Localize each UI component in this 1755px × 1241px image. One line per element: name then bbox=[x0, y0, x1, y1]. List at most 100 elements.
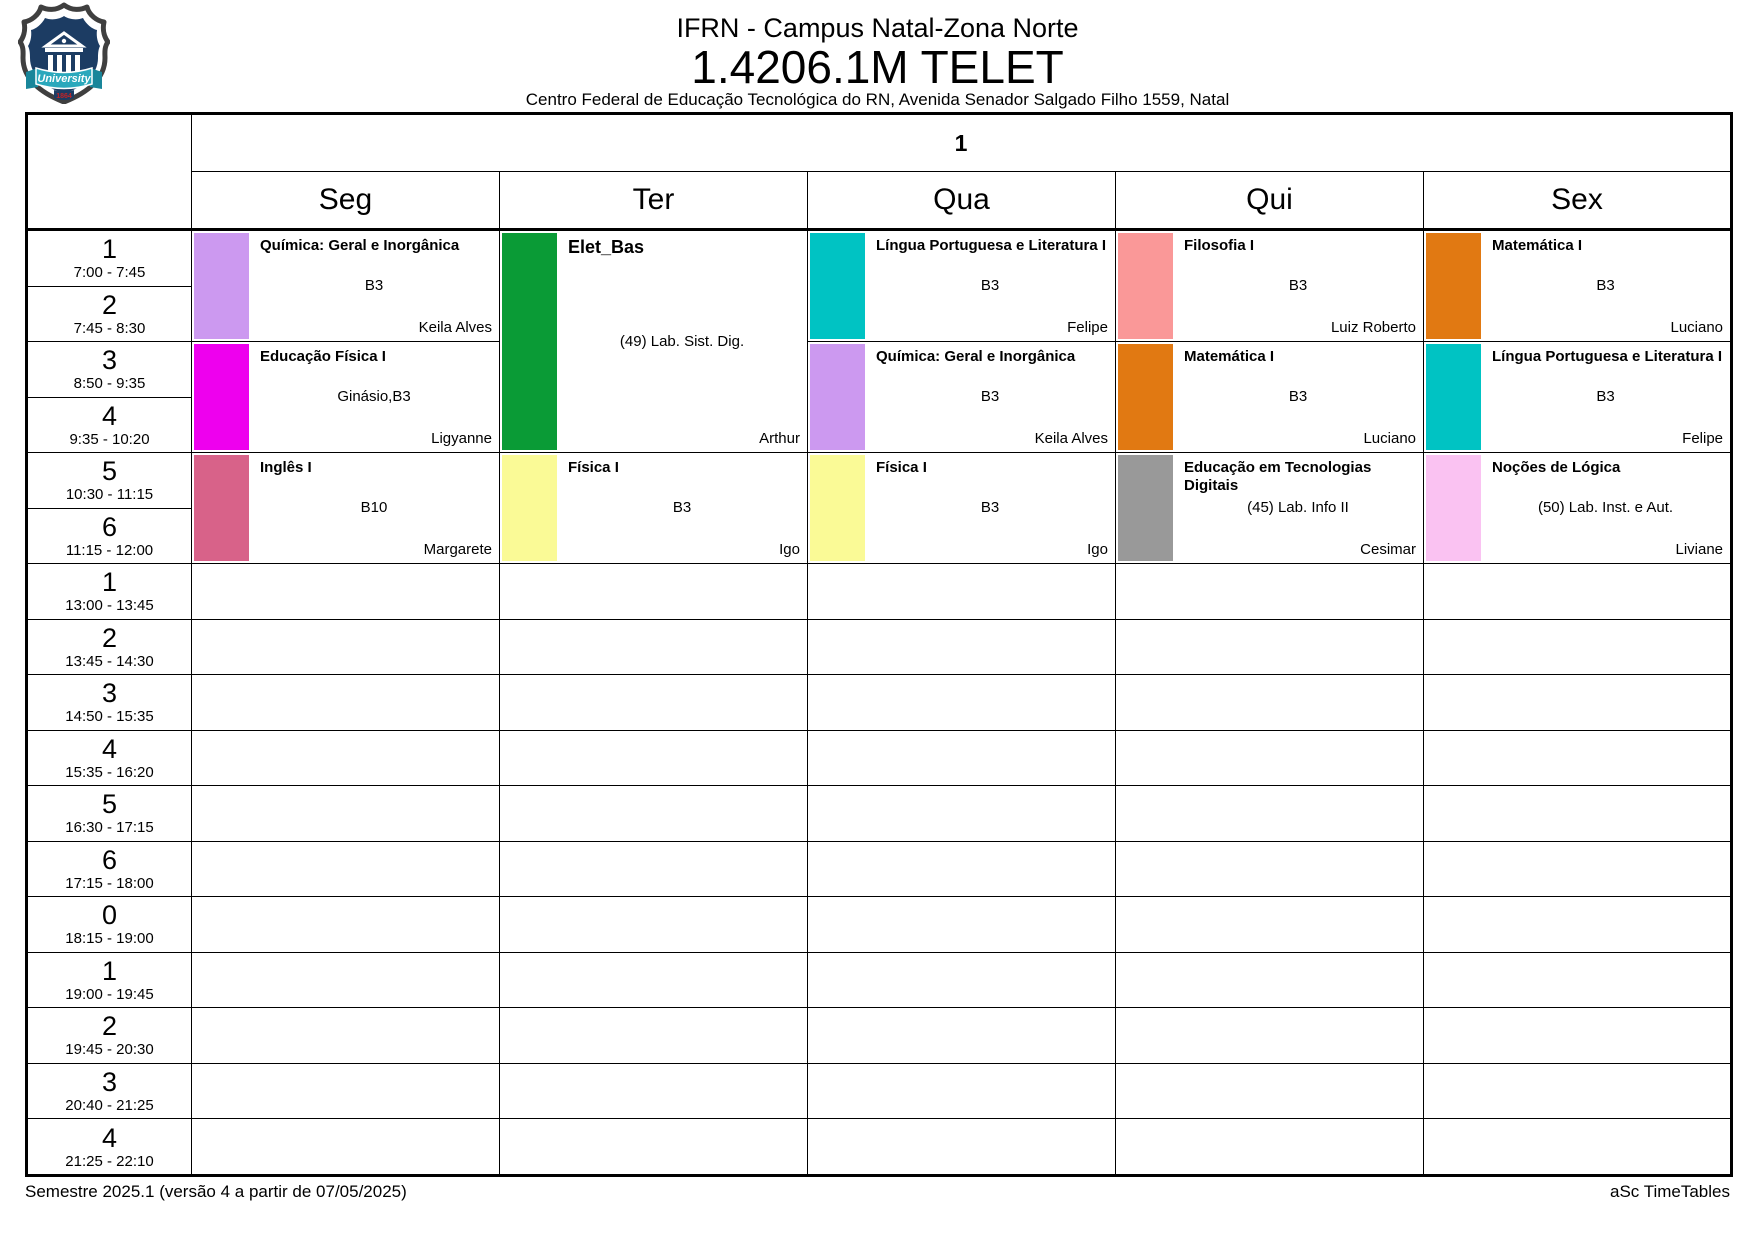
empty-slot-cell bbox=[807, 840, 1116, 898]
lesson-color-bar bbox=[194, 233, 249, 340]
lesson-room: B10 bbox=[360, 499, 388, 517]
period-cell: 0 18:15 - 19:00 bbox=[26, 896, 192, 953]
ribbon-banner: University 1864 bbox=[26, 66, 102, 100]
lesson-room: B3 bbox=[1596, 277, 1615, 295]
empty-slot-cell bbox=[499, 1007, 808, 1064]
empty-slot-cell bbox=[499, 618, 808, 676]
lesson-room: B3 bbox=[1596, 388, 1615, 406]
corner-cell bbox=[26, 113, 192, 231]
period-time: 11:15 - 12:00 bbox=[65, 541, 154, 559]
period-cell: 6 17:15 - 18:00 bbox=[26, 840, 192, 898]
period-time: 8:50 - 9:35 bbox=[73, 375, 146, 393]
lesson-cell: Física I B3 Igo bbox=[499, 452, 808, 565]
empty-slot-cell bbox=[807, 1007, 1116, 1064]
period-row: 2 7:45 - 8:30 bbox=[26, 285, 1732, 343]
campus-title: IFRN - Campus Natal-Zona Norte bbox=[676, 13, 1079, 43]
empty-slot-cell bbox=[499, 896, 808, 953]
address-line: Centro Federal de Educação Tecnológica d… bbox=[525, 90, 1230, 109]
period-row: 6 11:15 - 12:00 bbox=[26, 507, 1732, 565]
lesson-color-bar bbox=[1426, 455, 1481, 562]
lesson-teacher: Luciano bbox=[1363, 430, 1416, 448]
lesson-teacher: Ligyanne bbox=[431, 430, 492, 448]
empty-slot-cell bbox=[1422, 618, 1733, 676]
lesson-teacher: Keila Alves bbox=[418, 319, 492, 337]
period-row: 5 10:30 - 11:15 Inglês I B10 Margarete Física… bbox=[26, 452, 1733, 565]
lesson-subject: Matemática I bbox=[1184, 348, 1275, 366]
period-number: 5 bbox=[101, 456, 118, 487]
period-time: 17:15 - 18:00 bbox=[65, 874, 154, 892]
empty-slot-cell bbox=[499, 674, 808, 731]
empty-slot-cell bbox=[191, 1062, 500, 1120]
lesson-color-bar bbox=[810, 233, 865, 340]
period-number: 1 bbox=[101, 955, 118, 986]
footer-version-label: Semestre 2025.1 (versão 4 a partir de 07… bbox=[25, 1182, 407, 1201]
lesson-teacher: Margarete bbox=[423, 541, 492, 559]
period-time: 7:45 - 8:30 bbox=[73, 319, 146, 337]
lesson-cell: Elet_Bas (49) Lab. Sist. Dig. Arthur bbox=[499, 228, 808, 454]
period-row: 1 13:00 - 13:45 bbox=[26, 563, 1733, 620]
empty-slot-cell bbox=[807, 785, 1116, 842]
period-time: 15:35 - 16:20 bbox=[65, 763, 154, 781]
period-time: 13:00 - 13:45 bbox=[65, 597, 154, 615]
period-cell: 5 16:30 - 17:15 bbox=[26, 785, 192, 842]
period-time: 9:35 - 10:20 bbox=[69, 430, 150, 448]
period-time: 13:45 - 14:30 bbox=[65, 652, 154, 670]
empty-slot-cell bbox=[499, 785, 808, 842]
lesson-subject: Filosofia I bbox=[1184, 237, 1255, 254]
lesson-cell: Língua Portuguesa e Literatura I B3 Felipe bbox=[1422, 341, 1733, 454]
lesson-teacher: Igo bbox=[779, 541, 800, 559]
group-header-cell: 1 bbox=[190, 113, 1733, 172]
empty-slot-cell bbox=[1115, 896, 1424, 953]
period-time: 18:15 - 19:00 bbox=[65, 930, 154, 948]
empty-slot-cell bbox=[807, 563, 1116, 620]
lesson-color-bar bbox=[810, 344, 865, 451]
empty-slot-cell bbox=[191, 618, 500, 676]
empty-slot-cell bbox=[1115, 563, 1424, 620]
empty-slot-cell bbox=[807, 618, 1116, 676]
empty-slot-cell bbox=[191, 1118, 500, 1176]
lesson-subject: Química: Geral e Inorgânica bbox=[260, 237, 460, 254]
period-row: 0 18:15 - 19:00 bbox=[26, 896, 1733, 953]
lesson-color-bar bbox=[194, 455, 249, 562]
lesson-subject: Noções de Lógica bbox=[1492, 459, 1621, 477]
period-time: 19:00 - 19:45 bbox=[65, 985, 154, 1003]
lesson-subject: Matemática I bbox=[1492, 237, 1583, 254]
logo-banner-label: University bbox=[37, 73, 91, 85]
period-row: 3 14:50 - 15:35 bbox=[26, 674, 1733, 731]
period-number: 2 bbox=[101, 622, 118, 653]
lesson-cell: Educação em Tecnologias Digitais (45) Lab… bbox=[1115, 452, 1424, 565]
lesson-subject: Educação Física I bbox=[260, 348, 386, 366]
lesson-color-bar bbox=[502, 455, 557, 562]
class-title: 1.4206.1M TELET bbox=[691, 41, 1064, 93]
empty-slot-cell bbox=[1422, 729, 1733, 787]
lesson-subject: Química: Geral e Inorgânica bbox=[876, 348, 1076, 366]
empty-slot-cell bbox=[1422, 951, 1733, 1009]
period-cell: 4 15:35 - 16:20 bbox=[26, 729, 192, 787]
empty-slot-cell bbox=[1422, 1062, 1733, 1120]
period-cell: 2 7:45 - 8:30 bbox=[26, 285, 192, 343]
period-row: 1 7:00 - 7:45 Química: Geral e Inorgânica B… bbox=[26, 228, 1733, 454]
period-time: 16:30 - 17:15 bbox=[65, 819, 154, 837]
empty-slot-cell bbox=[191, 563, 500, 620]
day-header-cell: Ter bbox=[499, 171, 808, 231]
empty-slot-cell bbox=[191, 729, 500, 787]
period-number: 0 bbox=[101, 900, 118, 931]
empty-slot-cell bbox=[1115, 674, 1424, 731]
period-cell: 3 20:40 - 21:25 bbox=[26, 1062, 192, 1120]
lesson-cell: Matemática I B3 Luciano bbox=[1422, 228, 1733, 343]
lesson-room: (50) Lab. Inst. e Aut. bbox=[1537, 499, 1674, 517]
period-cell: 6 11:15 - 12:00 bbox=[26, 507, 192, 565]
empty-slot-cell bbox=[499, 729, 808, 787]
lesson-color-bar bbox=[810, 455, 865, 562]
period-row: 5 16:30 - 17:15 bbox=[26, 785, 1733, 842]
empty-slot-cell bbox=[1115, 785, 1424, 842]
period-row: 2 13:45 - 14:30 bbox=[26, 618, 1733, 676]
school-logo: University 1864 bbox=[18, 2, 110, 104]
empty-slot-cell bbox=[499, 563, 808, 620]
timetable: 1 Seg Ter Qua Qui Sex 1 7:00 - 7:45 Química: Ger… bbox=[25, 112, 1734, 1177]
day-header-cell: Qui bbox=[1115, 171, 1424, 231]
period-number: 6 bbox=[101, 511, 118, 542]
period-number: 3 bbox=[101, 1066, 118, 1097]
period-number: 4 bbox=[101, 1122, 118, 1153]
